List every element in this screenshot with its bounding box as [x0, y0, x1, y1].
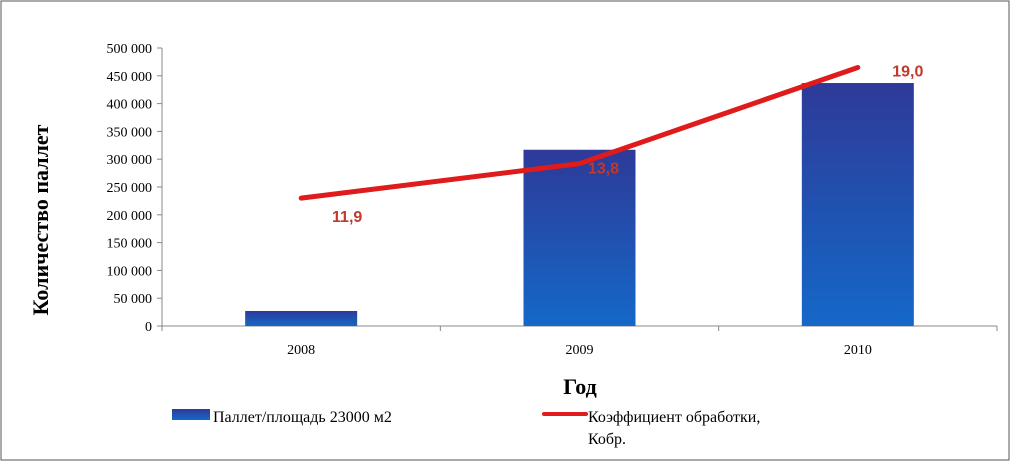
bar-series [245, 83, 914, 326]
line-data-labels: 11,9 13,8 19,0 [332, 63, 923, 226]
x-tick-label: 2009 [566, 343, 594, 358]
bar [245, 310, 358, 326]
bar [801, 83, 914, 326]
legend-label-line-part1: Коэффициент обработки, [588, 409, 760, 426]
x-tick-label: 2010 [844, 343, 872, 358]
y-tick-label: 100 000 [107, 264, 153, 279]
legend-swatch-bars [172, 409, 210, 420]
line-point [579, 163, 580, 165]
y-tick-label: 250 000 [107, 181, 153, 196]
legend-label-bars: Паллет/площадь 23000 м2 [213, 409, 392, 426]
y-tick-label: 350 000 [107, 125, 153, 140]
y-tick-label: 500 000 [107, 42, 153, 57]
line-data-label: 13,8 [588, 161, 619, 178]
legend-label-line-part2: Кобр. [588, 431, 626, 448]
y-tick-label: 400 000 [107, 98, 153, 113]
line-series [298, 64, 861, 201]
bar [523, 149, 636, 326]
x-axis-title: Год [563, 374, 597, 399]
line-data-label: 19,0 [892, 63, 923, 80]
y-tick-label: 0 [145, 320, 152, 335]
y-tick-label: 300 000 [107, 153, 153, 168]
line-point [300, 197, 302, 199]
y-tick-label: 150 000 [107, 237, 153, 252]
y-tick-label: 50 000 [114, 292, 153, 307]
legend-label-line: Коэффициент обработки, Кобр. [588, 409, 764, 448]
line-data-label: 11,9 [332, 209, 362, 226]
x-axis-ticks: 2008 2009 2010 [161, 326, 998, 358]
y-axis-title: Количество паллет [28, 124, 53, 315]
legend: Паллет/площадь 23000 м2 Коэффициент обра… [172, 409, 764, 448]
x-tick-label: 2008 [287, 343, 315, 358]
y-tick-label: 200 000 [107, 209, 153, 224]
y-tick-label: 450 000 [107, 70, 153, 85]
line-point [857, 66, 859, 68]
y-axis-ticks: 0 50 000 100 000 150 000 200 000 250 000 300 0… [107, 42, 162, 335]
